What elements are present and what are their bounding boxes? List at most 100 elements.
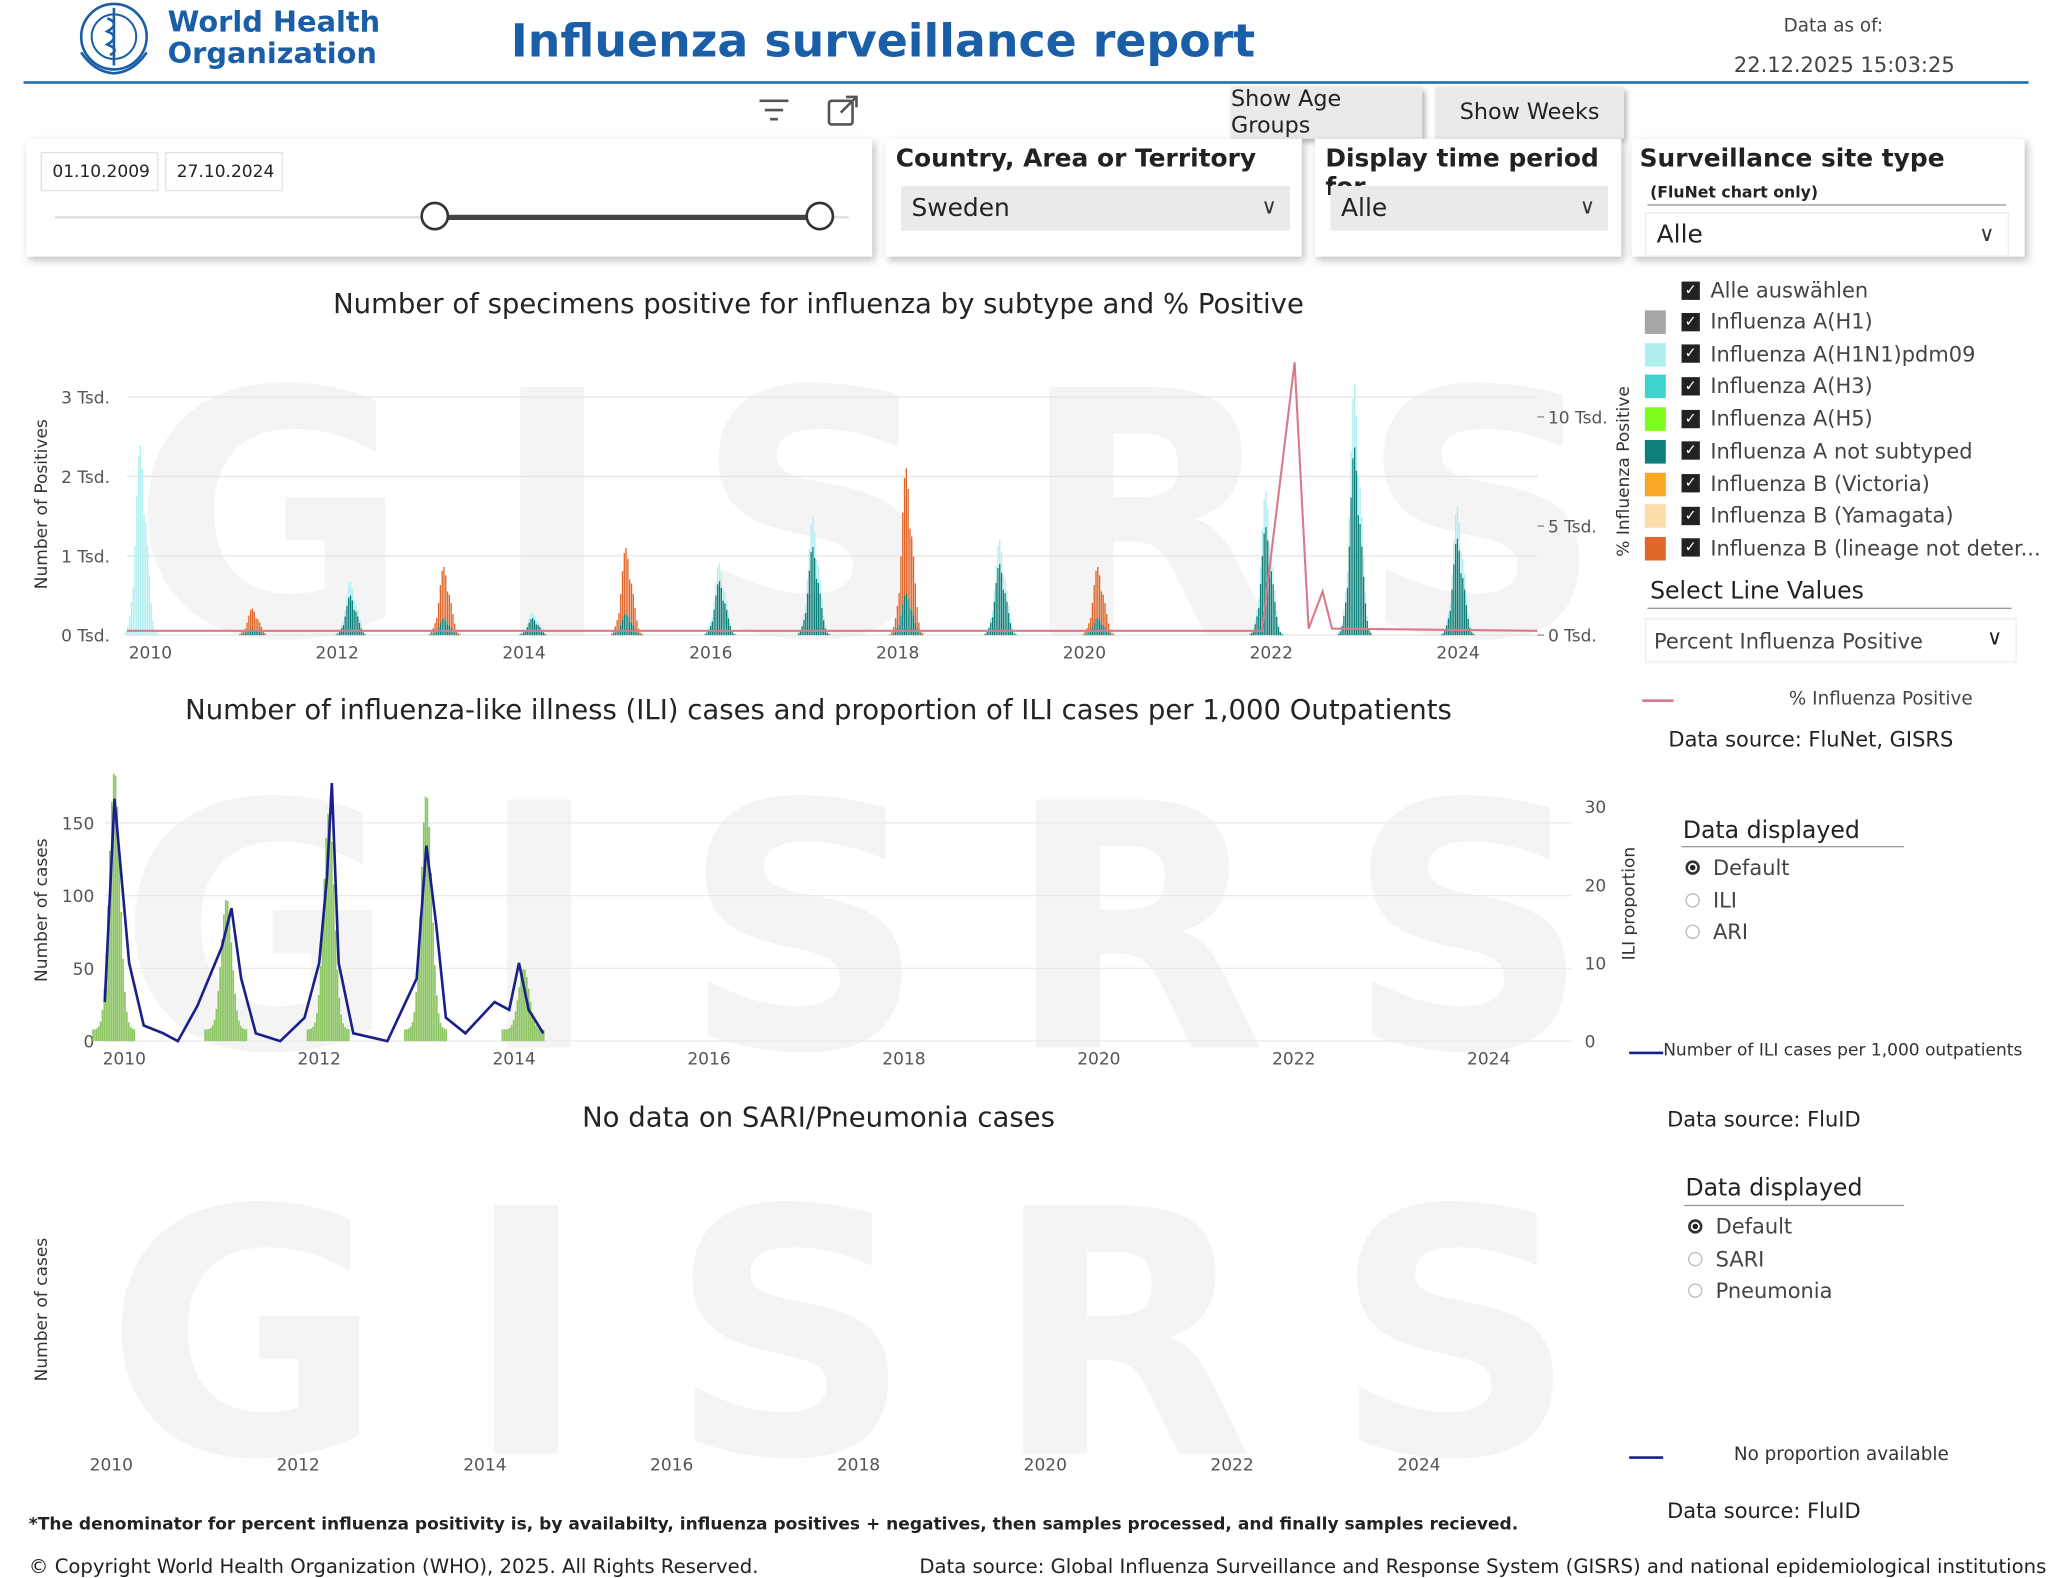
ili-source: Data source: FluID bbox=[1667, 1107, 1860, 1132]
radio-dot bbox=[1688, 1251, 1702, 1265]
org-name-line2: Organization bbox=[168, 39, 381, 70]
ili-bar bbox=[436, 995, 438, 1041]
country-slicer-title: Country, Area or Territory bbox=[896, 144, 1256, 173]
chart-flunet[interactable]: 0 Tsd.1 Tsd.2 Tsd.3 Tsd.0 Tsd.5 Tsd.10 T… bbox=[0, 354, 1637, 668]
bar-segment bbox=[1349, 517, 1350, 547]
bar-segment bbox=[447, 624, 448, 635]
bar-segment bbox=[906, 468, 907, 593]
radio-option-ari[interactable]: ARI bbox=[1685, 919, 1748, 944]
legend-checkbox-item[interactable]: ✓Influenza A(H1) bbox=[1682, 309, 1873, 334]
ili-bar bbox=[415, 992, 417, 1041]
checkmark-icon: ✓ bbox=[1682, 281, 1700, 299]
bar-segment bbox=[1451, 589, 1452, 635]
bar-segment bbox=[812, 547, 813, 635]
select-all-checkbox[interactable]: ✓ Alle auswählen bbox=[1682, 278, 1869, 303]
bar-segment bbox=[1281, 634, 1282, 635]
bar-segment bbox=[1010, 623, 1011, 635]
ili-bar bbox=[216, 1009, 218, 1041]
legend-checkbox-item[interactable]: ✓Influenza B (Yamagata) bbox=[1682, 503, 1954, 528]
bar-segment bbox=[519, 634, 520, 635]
radio-option-ili[interactable]: ILI bbox=[1685, 887, 1737, 912]
checkmark-icon: ✓ bbox=[1682, 506, 1700, 524]
ili-bar bbox=[515, 1012, 517, 1042]
bar-segment bbox=[539, 624, 540, 627]
checkmark-icon: ✓ bbox=[1682, 312, 1700, 330]
bar-segment bbox=[915, 583, 916, 622]
slider-start-handle[interactable] bbox=[420, 202, 449, 231]
line-values-dropdown[interactable]: Percent Influenza Positive ∨ bbox=[1645, 618, 2017, 663]
bar-segment bbox=[994, 590, 995, 601]
bar-segment bbox=[1354, 385, 1355, 448]
bar-segment bbox=[449, 595, 450, 625]
bar-segment bbox=[252, 629, 253, 636]
radio-option-pneumonia[interactable]: Pneumonia bbox=[1688, 1278, 1832, 1303]
bar-segment bbox=[631, 584, 632, 623]
legend-checkbox-item[interactable]: ✓Influenza A not subtyped bbox=[1682, 438, 1973, 463]
show-age-groups-button[interactable]: Show Age Groups bbox=[1231, 86, 1422, 138]
bar-segment bbox=[913, 556, 914, 615]
ili-bar bbox=[128, 1022, 130, 1041]
ili-bar bbox=[507, 1029, 509, 1041]
ili-bar bbox=[344, 1027, 346, 1041]
site-dropdown[interactable]: Alle ∨ bbox=[1645, 212, 2009, 257]
chart3-title: No data on SARI/Pneumonia cases bbox=[0, 1101, 1637, 1132]
bar-segment bbox=[717, 584, 718, 635]
bar-segment bbox=[1254, 620, 1255, 624]
y-tick-label: 150 bbox=[62, 814, 94, 834]
end-date-input[interactable]: 27.10.2024 bbox=[165, 152, 283, 191]
bar-segment bbox=[1253, 628, 1254, 630]
bar-segment bbox=[1352, 399, 1353, 458]
bar-segment bbox=[1453, 541, 1454, 565]
ili-bar bbox=[208, 1029, 210, 1041]
bar-segment bbox=[1345, 591, 1346, 602]
bar-segment bbox=[1448, 613, 1449, 619]
legend-item-label: Influenza A(H1N1)pdm09 bbox=[1710, 341, 1975, 366]
bar-segment bbox=[1280, 631, 1281, 632]
bar-segment bbox=[264, 633, 265, 635]
ili-bar bbox=[92, 1029, 94, 1041]
legend-checkbox-item[interactable]: ✓Influenza A(H1N1)pdm09 bbox=[1682, 341, 1976, 366]
bar-segment bbox=[456, 634, 457, 635]
bar-segment bbox=[992, 611, 993, 617]
radio-option-default[interactable]: Default bbox=[1685, 855, 1789, 880]
bar-segment bbox=[440, 585, 441, 623]
legend-swatch bbox=[1645, 375, 1666, 399]
bar-segment bbox=[138, 456, 139, 501]
bar-segment bbox=[543, 632, 544, 635]
legend-checkbox-item[interactable]: ✓Influenza B (lineage not deter... bbox=[1682, 535, 2041, 560]
bar-segment bbox=[536, 621, 537, 625]
radio-dot bbox=[1685, 925, 1699, 939]
legend-checkbox-item[interactable]: ✓Influenza A(H5) bbox=[1682, 406, 1873, 431]
ili-bar bbox=[124, 992, 126, 1041]
filter-icon[interactable] bbox=[757, 94, 791, 125]
show-weeks-button[interactable]: Show Weeks bbox=[1435, 86, 1624, 138]
radio-option-sari[interactable]: SARI bbox=[1688, 1246, 1764, 1271]
bar-segment bbox=[259, 632, 260, 635]
bar-segment bbox=[1341, 626, 1342, 635]
bar-segment bbox=[530, 614, 531, 619]
bar-segment bbox=[819, 594, 820, 636]
radio-option-default[interactable]: Default bbox=[1688, 1214, 1792, 1239]
bar-segment bbox=[1457, 538, 1458, 635]
bar-segment bbox=[138, 501, 139, 635]
start-date-input[interactable]: 01.10.2009 bbox=[41, 152, 159, 191]
ili-bar bbox=[337, 970, 339, 1041]
ili-bar bbox=[133, 1029, 135, 1041]
legend-checkbox-item[interactable]: ✓Influenza A(H3) bbox=[1682, 374, 1873, 399]
bar-segment bbox=[1256, 616, 1257, 635]
y2-tick-label: 20 bbox=[1585, 876, 1607, 896]
country-dropdown[interactable]: Sweden ∨ bbox=[901, 186, 1290, 231]
bar-segment bbox=[627, 616, 628, 635]
focus-mode-icon[interactable] bbox=[825, 94, 862, 128]
bar-segment bbox=[150, 603, 151, 611]
bar-segment bbox=[640, 633, 641, 635]
legend-checkbox-item[interactable]: ✓Influenza B (Victoria) bbox=[1682, 471, 1930, 496]
period-dropdown[interactable]: Alle ∨ bbox=[1331, 186, 1609, 231]
slider-end-handle[interactable] bbox=[805, 202, 834, 231]
bar-segment bbox=[1265, 491, 1266, 527]
bar-segment bbox=[916, 607, 917, 628]
bar-segment bbox=[1101, 592, 1102, 625]
select-all-label: Alle auswählen bbox=[1710, 278, 1868, 303]
